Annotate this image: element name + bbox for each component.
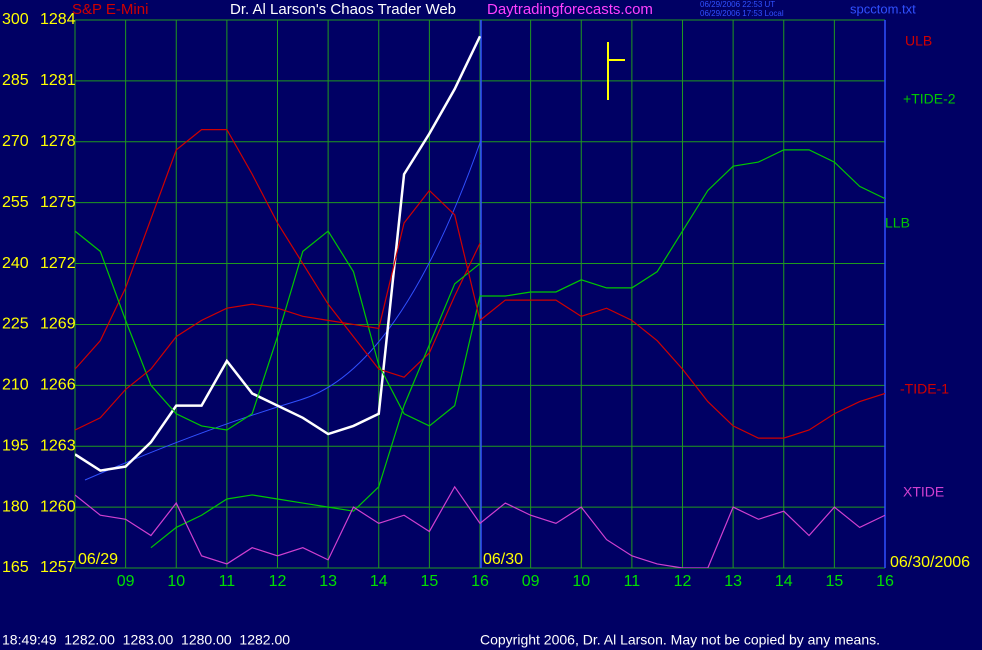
y2-tick-label: 1263 bbox=[40, 437, 76, 454]
series-line bbox=[75, 485, 885, 568]
chart-title: Dr. Al Larson's Chaos Trader Web bbox=[230, 1, 456, 18]
y-tick-label: 270 bbox=[2, 133, 29, 150]
x-tick-label: 09 bbox=[117, 573, 135, 590]
series-line bbox=[75, 189, 885, 439]
y-tick-label: 195 bbox=[2, 437, 29, 454]
x-tick-label: 13 bbox=[724, 573, 742, 590]
copyright: Copyright 2006, Dr. Al Larson. May not b… bbox=[480, 632, 880, 648]
x-tick-label: 16 bbox=[876, 573, 894, 590]
y2-tick-label: 1281 bbox=[40, 72, 76, 89]
x-tick-label: 14 bbox=[370, 573, 388, 590]
y-tick-label: 240 bbox=[2, 255, 29, 272]
x-tick-label: 11 bbox=[624, 573, 641, 590]
y2-tick-label: 1278 bbox=[40, 133, 76, 150]
series-line bbox=[75, 149, 885, 431]
y2-tick-label: 1266 bbox=[40, 377, 76, 394]
y2-tick-label: 1272 bbox=[40, 255, 76, 272]
date-label: 06/29 bbox=[78, 551, 118, 568]
y-tick-label: 225 bbox=[2, 316, 29, 333]
series-label: -TIDE-1 bbox=[900, 381, 949, 397]
series-label: +TIDE-2 bbox=[903, 91, 956, 107]
timestamp: 06/29/2006 22:53 UT bbox=[700, 0, 775, 9]
y2-tick-label: 1284 bbox=[40, 11, 76, 28]
x-tick-label: 12 bbox=[674, 573, 692, 590]
series bbox=[75, 35, 885, 568]
x-tick-label: 15 bbox=[420, 573, 438, 590]
series-label: LLB bbox=[885, 215, 910, 231]
x-tick-label: 13 bbox=[319, 573, 337, 590]
x-tick-label: 14 bbox=[775, 573, 793, 590]
y-tick-label: 300 bbox=[2, 11, 29, 28]
series-label: ULB bbox=[905, 33, 932, 49]
x-tick-label: 11 bbox=[219, 573, 236, 590]
x-tick-label: 09 bbox=[522, 573, 540, 590]
y2-tick-label: 1275 bbox=[40, 194, 76, 211]
x-tick-label: 16 bbox=[471, 573, 489, 590]
y-tick-label: 255 bbox=[2, 194, 29, 211]
subtitle: Daytradingforecasts.com bbox=[487, 1, 653, 18]
instrument: S&P E-Mini bbox=[72, 1, 148, 18]
quote: 18:49:49 1282.00 1283.00 1280.00 1282.00 bbox=[2, 632, 290, 648]
y-tick-label: 165 bbox=[2, 559, 29, 576]
y-tick-label: 210 bbox=[2, 377, 29, 394]
y-tick-label: 285 bbox=[2, 72, 29, 89]
date-label: 06/30 bbox=[483, 551, 523, 568]
y2-tick-label: 1257 bbox=[40, 559, 76, 576]
y-tick-label: 180 bbox=[2, 498, 29, 515]
x-tick-label: 10 bbox=[572, 573, 590, 590]
x-tick-label: 10 bbox=[167, 573, 185, 590]
date-label: 06/30/2006 bbox=[890, 554, 970, 571]
series-label: XTIDE bbox=[903, 484, 944, 500]
series-line bbox=[75, 35, 482, 472]
x-tick-label: 12 bbox=[269, 573, 287, 590]
y2-tick-label: 1269 bbox=[40, 316, 76, 333]
timestamp: 06/29/2006 17:53 Local bbox=[700, 9, 784, 18]
series-line bbox=[75, 129, 481, 378]
x-tick-label: 15 bbox=[825, 573, 843, 590]
grid bbox=[74, 19, 886, 569]
series-line bbox=[150, 263, 481, 549]
y2-tick-label: 1260 bbox=[40, 498, 76, 515]
decoration-line bbox=[84, 139, 482, 481]
filename: spcctom.txt bbox=[850, 1, 916, 16]
